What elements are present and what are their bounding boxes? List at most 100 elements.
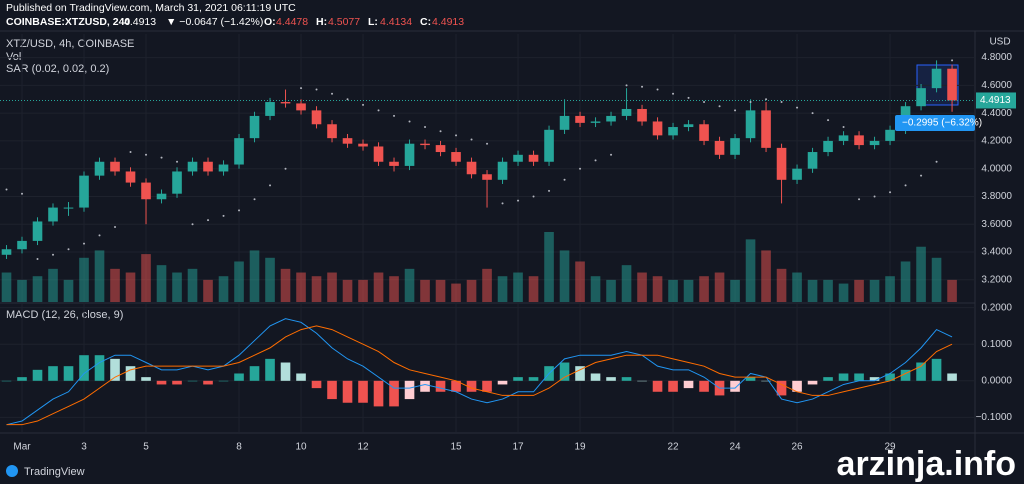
ohlc-label: L: — [368, 16, 378, 28]
macd-histogram — [125, 366, 136, 381]
macd-histogram — [249, 366, 260, 381]
ohlc-label: H: — [316, 16, 327, 28]
volume-bar — [606, 279, 616, 302]
candle-body — [916, 88, 926, 107]
volume-bar — [342, 279, 353, 302]
sar-dot — [362, 103, 365, 106]
sar-dot — [610, 153, 613, 156]
candle-body — [63, 207, 74, 209]
volume-bar — [110, 268, 120, 302]
x-tick-label: Mar — [13, 442, 31, 453]
sar-dot — [5, 188, 8, 191]
macd-histogram — [218, 380, 229, 382]
volume-bar — [172, 272, 182, 302]
macd-histogram — [389, 380, 399, 407]
volume-bar — [621, 265, 632, 302]
macd-histogram — [931, 358, 942, 381]
volume-bar — [466, 279, 477, 302]
candle-body — [172, 171, 182, 194]
macd-histogram — [637, 380, 647, 382]
sar-dot — [703, 101, 706, 104]
sar-dot — [749, 101, 752, 104]
macd-histogram — [203, 380, 213, 385]
volume-bar — [761, 250, 771, 302]
change: ▼ −0.0647 (−1.42%) — [166, 16, 263, 28]
candle-body — [451, 152, 461, 162]
candle-body — [528, 154, 539, 162]
last: 4.4913 — [124, 16, 156, 28]
candle-body — [373, 146, 384, 162]
macd-histogram — [730, 380, 740, 392]
sar-dot — [160, 156, 163, 159]
candle-body — [869, 140, 880, 146]
brand-logo — [6, 465, 18, 477]
candle-body — [838, 135, 849, 141]
volume-bar — [497, 276, 508, 302]
macd-histogram — [807, 380, 818, 385]
macd-histogram — [854, 373, 864, 381]
volume-bar — [838, 283, 849, 302]
candle-body — [404, 143, 415, 166]
volume-bar — [63, 279, 74, 302]
volume-bar — [125, 272, 136, 302]
x-tick-label: 22 — [667, 442, 679, 453]
volume-bar — [94, 250, 105, 302]
volume-bar — [885, 276, 895, 302]
published: Published on TradingView.com, March 31, … — [6, 2, 296, 14]
y-tick-label: 3.6000 — [981, 219, 1012, 230]
macd-histogram — [776, 380, 787, 396]
candle-body — [668, 127, 678, 136]
x-tick-label: 26 — [791, 442, 803, 453]
macd-histogram — [327, 380, 337, 400]
candle-body — [621, 108, 632, 116]
sar-dot — [424, 126, 427, 129]
macd-histogram — [699, 380, 709, 392]
macd-histogram — [311, 380, 322, 389]
x-tick-label: 10 — [295, 442, 307, 453]
volume-bar — [280, 268, 291, 302]
volume-bar — [823, 279, 833, 302]
macd-histogram — [420, 380, 430, 392]
macd-histogram — [435, 380, 446, 392]
macd-histogram — [1, 380, 12, 382]
volume-bar — [528, 276, 539, 302]
y-tick-label: 0.1000 — [981, 339, 1012, 350]
ohlc-value: 4.4134 — [380, 16, 412, 28]
candle-body — [125, 171, 136, 183]
volume-bar — [854, 279, 864, 302]
sar-dot — [718, 105, 721, 108]
macd-histogram — [621, 377, 632, 381]
ohlc-value: 4.4913 — [432, 16, 464, 28]
sar-dot — [951, 59, 954, 62]
volume-bar — [683, 279, 694, 302]
sar-dot — [238, 209, 241, 212]
volume-bar — [451, 283, 461, 302]
x-tick-label: 8 — [236, 442, 242, 453]
sar-dot — [346, 98, 349, 101]
volume-bar — [900, 261, 911, 302]
volume-bar — [389, 276, 399, 302]
volume-bar — [745, 239, 756, 302]
sar-dot — [408, 120, 411, 123]
volume-bar — [327, 272, 337, 302]
macd-histogram — [575, 366, 585, 381]
candle-body — [652, 121, 663, 136]
ohlc-label: C: — [420, 16, 431, 28]
candle-body — [761, 110, 771, 148]
sar-dot — [67, 248, 70, 251]
candle-body — [807, 152, 818, 169]
volume-bar — [435, 279, 446, 302]
volume-bar — [141, 254, 151, 302]
candle-body — [730, 138, 740, 155]
macd-line — [6, 325, 953, 426]
sar-dot — [145, 153, 148, 156]
candle-body — [885, 129, 895, 141]
y-tick-label: 3.8000 — [981, 191, 1012, 202]
volume-bar — [218, 276, 229, 302]
sar-dot — [377, 109, 380, 112]
volume-bar — [311, 276, 322, 302]
sar-dot — [284, 167, 287, 170]
candle-body — [203, 161, 213, 172]
